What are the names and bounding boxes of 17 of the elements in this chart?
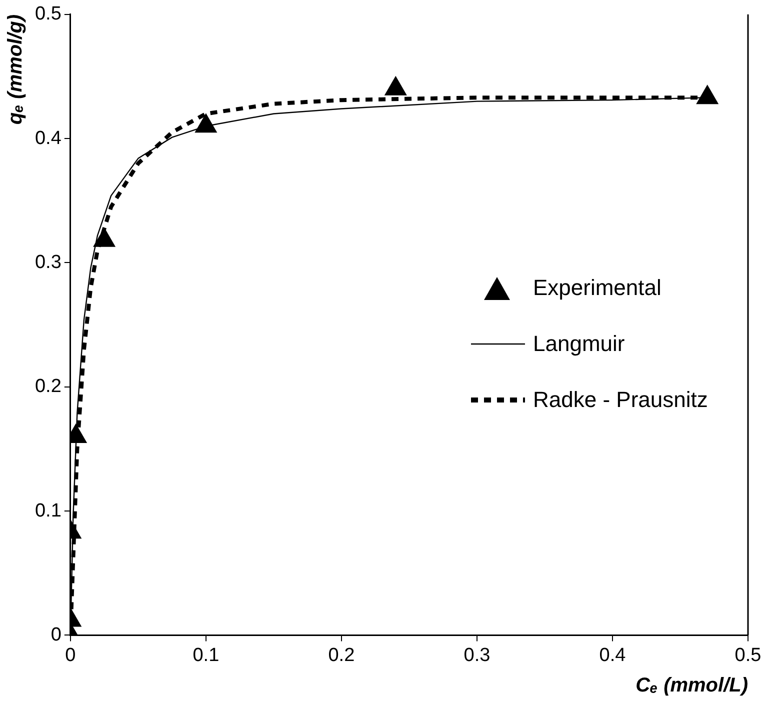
y-axis-title: qₑ (mmol/g) [4,14,27,125]
x-tick-label: 0.2 [328,644,355,666]
x-tick-label: 0.3 [464,644,490,666]
legend-label: Experimental [533,274,662,301]
x-axis-title: Cₑ (mmol/L) [636,674,748,697]
x-tick-label: 0.1 [192,644,220,666]
y-tick-label: 0.3 [34,252,62,273]
y-tick-label: 0.4 [34,128,62,149]
y-tick-label: 0 [50,624,62,646]
y-tick-label: 0.2 [34,376,62,398]
legend-label: Radke - Prausnitz [533,386,708,413]
x-tick-label: 0.5 [734,644,762,666]
legend-label: Langmuir [533,330,625,357]
y-tick-label: 0.5 [34,4,62,25]
y-tick-label: 0.1 [34,500,62,522]
x-tick-label: 0 [65,644,76,666]
x-tick-label: 0.4 [599,644,626,666]
